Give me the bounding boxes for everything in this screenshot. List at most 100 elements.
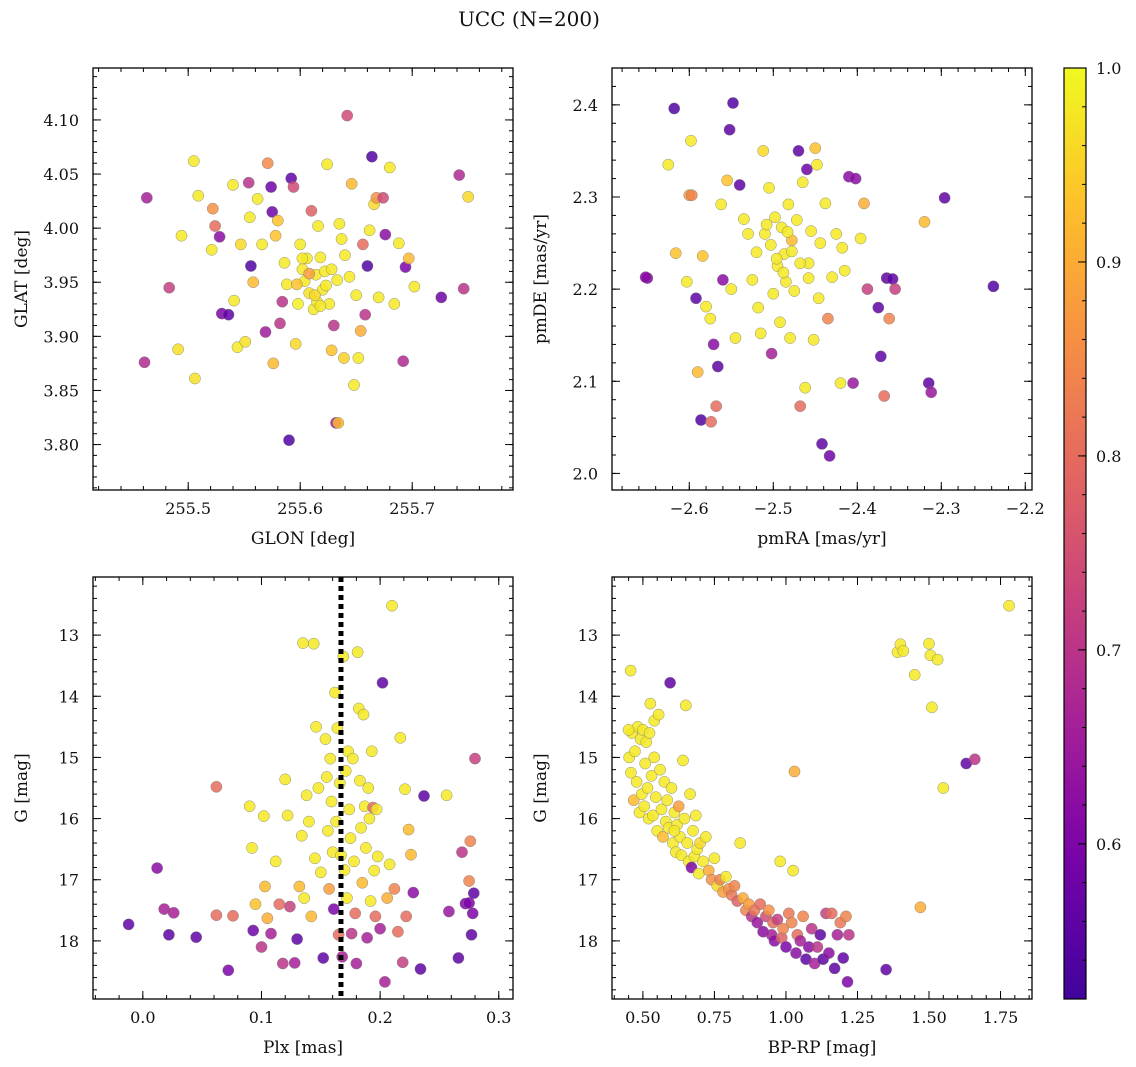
scatter-point (647, 809, 659, 822)
scatter-point (831, 929, 844, 941)
scatter-point (672, 800, 685, 813)
scatter-point (754, 327, 767, 340)
scatter-point (787, 864, 799, 877)
x-tick-label: −2.5 (754, 499, 793, 518)
scatter-point (372, 291, 385, 304)
scatter-point (400, 910, 413, 923)
scatter-point (357, 708, 370, 721)
scatter-point (784, 332, 796, 344)
scatter-point (392, 237, 405, 250)
scatter-point (192, 189, 205, 202)
scatter-point (360, 842, 372, 854)
scatter-point (308, 289, 321, 302)
scatter-point (354, 325, 367, 337)
scatter-point (763, 904, 775, 917)
x-tick-label: 1.00 (768, 1008, 804, 1027)
y-tick-label: 3.95 (43, 273, 79, 292)
scatter-point (708, 852, 721, 865)
scatter-point (840, 910, 852, 923)
scatter-point (828, 962, 841, 975)
scatter-point (151, 862, 163, 874)
scatter-point (288, 957, 301, 969)
colorbar-tick-label: 0.6 (1096, 835, 1121, 854)
scatter-point (251, 193, 264, 205)
scatter-point (210, 781, 223, 793)
y-axis-label: G [mag] (531, 753, 551, 822)
scatter-point (720, 870, 732, 883)
scatter-point (763, 181, 775, 194)
scatter-point (245, 260, 257, 272)
scatter-point (785, 916, 798, 929)
scatter-point (172, 343, 184, 356)
scatter-point (661, 794, 674, 807)
points-group (639, 97, 1000, 462)
scatter-point (781, 226, 794, 238)
scatter-point (346, 752, 359, 765)
scatter-point (317, 952, 330, 964)
scatter-point (830, 228, 843, 240)
scatter-point (362, 782, 375, 794)
scatter-point (320, 771, 333, 783)
scatter-point (467, 887, 480, 900)
scatter-point (269, 229, 282, 242)
y-axis-label: G [mag] (12, 753, 32, 822)
scatter-point (140, 191, 153, 204)
scatter-point (826, 271, 838, 284)
scatter-point (757, 145, 770, 157)
scatter-point (345, 927, 358, 940)
y-tick-label: 3.85 (43, 381, 79, 400)
x-axis-label: BP-RP [mag] (768, 1038, 877, 1058)
scatter-point (777, 266, 790, 279)
y-tick-label: 2.4 (573, 96, 598, 115)
scatter-point (643, 727, 656, 739)
y-tick-label: 13 (578, 626, 598, 645)
scatter-point (365, 745, 378, 758)
colorbar-tick-label: 0.7 (1096, 641, 1121, 660)
scatter-point (187, 155, 200, 167)
scatter-point (765, 347, 778, 360)
scatter-point (729, 332, 742, 344)
scatter-point (838, 264, 851, 277)
scatter-point (234, 238, 247, 251)
scatter-point (700, 831, 712, 843)
scatter-point (276, 957, 289, 970)
scatter-point (801, 163, 813, 176)
scatter-point (370, 803, 383, 816)
scatter-point (690, 292, 702, 305)
x-tick-label: 1.50 (911, 1008, 947, 1027)
scatter-point (267, 357, 280, 370)
scatter-point (797, 910, 809, 923)
scatter-point (396, 956, 409, 969)
scatter-point (440, 789, 453, 802)
scatter-point (227, 910, 239, 922)
scatter-point (1003, 599, 1015, 612)
scatter-point (369, 910, 382, 923)
scatter-point (665, 782, 678, 794)
scatter-point (802, 272, 815, 284)
figure-title: UCC (N=200) (458, 7, 600, 31)
scatter-point (383, 161, 396, 174)
scatter-point (727, 97, 739, 109)
scatter-point (641, 782, 654, 794)
scatter-point (163, 281, 175, 294)
scatter-point (332, 417, 345, 429)
scatter-point (725, 283, 738, 295)
scatter-point (222, 964, 235, 977)
scatter-point (639, 757, 652, 770)
scatter-point (822, 312, 834, 325)
scatter-point (677, 754, 689, 767)
scatter-point (322, 825, 334, 837)
colorbar-tick-label: 1.0 (1096, 59, 1121, 78)
scatter-point (339, 249, 351, 261)
colorbar-tick-label: 0.8 (1096, 447, 1121, 466)
scatter-point (300, 789, 313, 802)
scatter-point (668, 825, 681, 837)
plot-frame (611, 576, 1033, 1000)
scatter-point (650, 791, 662, 804)
scatter-point (691, 366, 704, 378)
x-tick-label: 0.1 (249, 1008, 274, 1027)
scatter-point (324, 752, 337, 765)
scatter-point (717, 274, 729, 286)
scatter-point (386, 599, 398, 612)
pm-scatter-panel: −2.6 −2.5 −2.4 −2.3 −2.2 2.0 2.1 2.2 2.3 2.4 pmRA … (531, 67, 1045, 549)
